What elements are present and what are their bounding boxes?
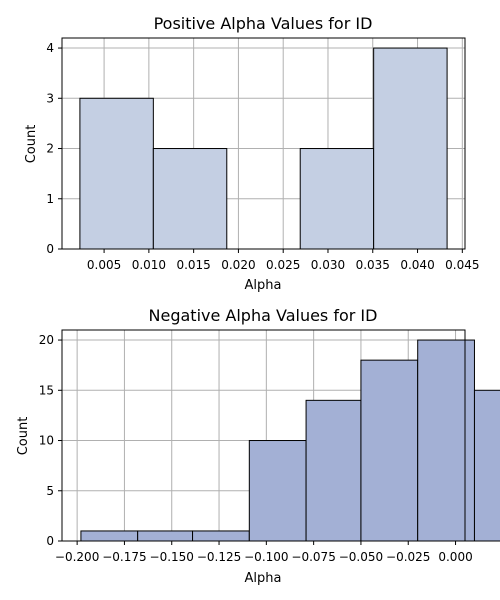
negative-alpha-chart: Negative Alpha Values for ID −0.200 −0.17… [16, 306, 500, 586]
histogram-bar [360, 359, 419, 542]
plot-frame [61, 37, 466, 250]
histogram-bar [248, 440, 307, 542]
chart-title: Positive Alpha Values for ID [154, 14, 373, 33]
y-tick-label: 5 [46, 484, 54, 498]
histogram-bar [137, 530, 194, 542]
x-tick-label: 0.045 [445, 258, 479, 272]
x-tick-label: −0.150 [150, 550, 194, 564]
histogram-bar [305, 399, 362, 542]
x-axis-label: Alpha [245, 571, 282, 586]
y-tick-label: 10 [39, 434, 54, 448]
histogram-bar [80, 530, 139, 542]
x-tick-label: 0.035 [356, 258, 390, 272]
x-tick-label: 0.010 [132, 258, 166, 272]
x-tick-label: 0.040 [400, 258, 434, 272]
x-tick-label: 0.030 [311, 258, 345, 272]
histogram-bar [473, 389, 500, 542]
histogram-bar [152, 148, 228, 250]
x-tick-label: 0.000 [438, 550, 472, 564]
x-tick-label: 0.005 [87, 258, 121, 272]
y-tick-label: 15 [39, 383, 54, 397]
x-tick-label: 0.025 [266, 258, 300, 272]
ticks: −0.200 −0.175 −0.150 −0.125 −0.100 −0.075 −0.0… [39, 333, 473, 564]
histogram-bar [79, 97, 154, 250]
y-tick-label: 0 [46, 242, 54, 256]
x-tick-label: −0.125 [197, 550, 241, 564]
plot-frame [61, 329, 466, 542]
histogram-bar [299, 148, 375, 250]
histogram-bar [417, 339, 475, 542]
x-tick-label: −0.200 [55, 550, 99, 564]
x-tick-label: 0.020 [221, 258, 255, 272]
y-axis-label: Count [24, 125, 39, 164]
x-tick-label: 0.015 [176, 258, 210, 272]
histogram-bar [192, 530, 250, 542]
histogram-bar [373, 47, 448, 250]
positive-alpha-chart: Positive Alpha Values for ID 0.005 0.010 0… [24, 14, 479, 293]
x-tick-label: −0.175 [102, 550, 146, 564]
y-tick-label: 4 [46, 41, 54, 55]
bars [80, 339, 500, 542]
y-tick-label: 2 [46, 142, 54, 156]
y-tick-label: 3 [46, 91, 54, 105]
x-tick-label: −0.075 [291, 550, 335, 564]
y-axis-label: Count [16, 417, 31, 456]
ticks: 0.005 0.010 0.015 0.020 0.025 0.030 0.035 0.040… [46, 41, 479, 272]
x-tick-label: −0.050 [339, 550, 383, 564]
x-tick-label: −0.025 [386, 550, 430, 564]
y-tick-label: 0 [46, 534, 54, 548]
y-tick-label: 1 [46, 192, 54, 206]
chart-title: Negative Alpha Values for ID [149, 306, 378, 325]
y-tick-label: 20 [39, 333, 54, 347]
x-axis-label: Alpha [245, 278, 282, 293]
x-tick-label: −0.100 [244, 550, 288, 564]
